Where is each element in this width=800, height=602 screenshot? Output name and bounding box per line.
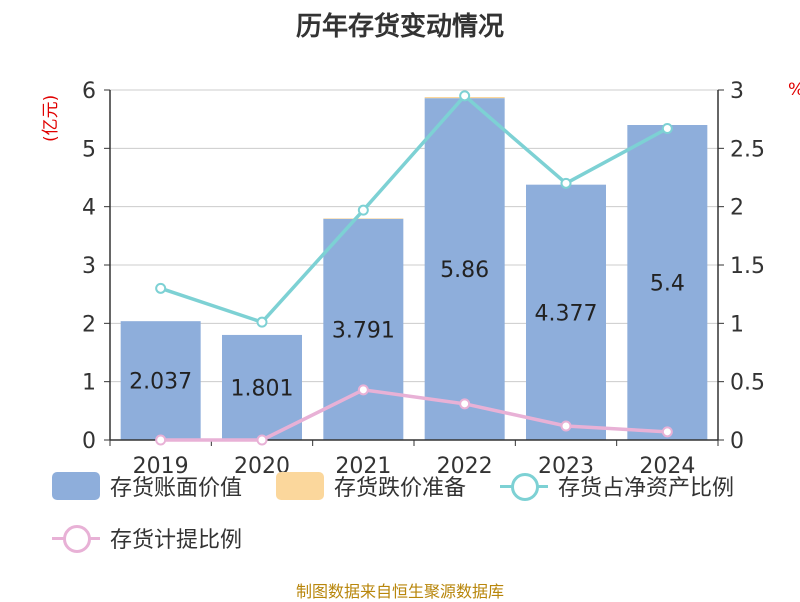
legend-item-net-asset-ratio[interactable]: 存货占净资产比例 bbox=[500, 470, 734, 502]
legend-item-impairment[interactable]: 存货跌价准备 bbox=[276, 470, 466, 502]
left-axis-tick-label: 1 bbox=[82, 371, 96, 396]
bar-value-label: 2.037 bbox=[129, 370, 192, 395]
point-provision-ratio bbox=[155, 434, 167, 446]
chart-title: 历年存货变动情况 bbox=[295, 12, 504, 42]
bar-value-label: 4.377 bbox=[535, 301, 598, 326]
bar-book-value bbox=[424, 98, 505, 441]
bar-value-label: 1.801 bbox=[231, 376, 294, 401]
left-axis-tick-label: 3 bbox=[82, 254, 96, 279]
point-net-asset-ratio bbox=[661, 123, 673, 134]
bar-value-label: 3.791 bbox=[332, 318, 395, 343]
legend-item-book-value[interactable]: 存货账面价值 bbox=[52, 470, 242, 502]
bar-book-value bbox=[120, 321, 201, 440]
bar-value-label: 5.4 bbox=[650, 272, 685, 297]
bar-book-value bbox=[222, 334, 302, 440]
point-provision-ratio bbox=[661, 426, 673, 438]
bar-value-label: 5.86 bbox=[440, 258, 489, 283]
right-axis-tick-label: 2 bbox=[730, 196, 744, 221]
point-provision-ratio bbox=[256, 434, 268, 446]
left-axis-tick-label: 6 bbox=[82, 79, 96, 104]
point-net-asset-ratio bbox=[155, 282, 167, 294]
data-source-note: 制图数据来自恒生聚源数据库 bbox=[295, 582, 504, 601]
point-net-asset-ratio bbox=[357, 204, 369, 216]
point-provision-ratio bbox=[357, 384, 369, 396]
x-axis-tick-label: 2021 bbox=[335, 454, 391, 479]
right-axis-tick-label: 3 bbox=[730, 79, 744, 104]
legend-item-provision-ratio[interactable]: 存货计提比例 bbox=[52, 522, 242, 554]
legend-label-impairment: 存货跌价准备 bbox=[334, 476, 467, 501]
line-provision-ratio bbox=[160, 388, 668, 442]
left-axis-tick-label: 0 bbox=[82, 429, 96, 454]
point-net-asset-ratio bbox=[459, 90, 471, 102]
right-axis-tick-label: 0.5 bbox=[730, 371, 765, 396]
bar-book-value bbox=[627, 125, 708, 440]
point-provision-ratio bbox=[459, 398, 471, 410]
right-axis-tick-label: 1.5 bbox=[730, 254, 765, 279]
legend-swatch-book-value bbox=[52, 472, 100, 500]
x-axis-tick-label: 2023 bbox=[538, 454, 594, 479]
point-net-asset-ratio bbox=[256, 316, 268, 328]
right-axis-tick-label: 0 bbox=[730, 429, 744, 454]
x-axis-tick-label: 2022 bbox=[437, 454, 493, 479]
legend-label-net-asset-ratio: 存货占净资产比例 bbox=[558, 476, 735, 501]
point-net-asset-ratio bbox=[560, 177, 572, 189]
right-axis-tick-label: 1 bbox=[730, 312, 744, 337]
left-axis-tick-label: 4 bbox=[82, 196, 96, 221]
legend: 存货账面价值 存货跌价准备 存货占净资产比例 存货计提比例 bbox=[0, 470, 800, 570]
right-axis-unit: % bbox=[788, 80, 800, 100]
bar-book-value bbox=[526, 184, 606, 440]
right-axis-tick-label: 2.5 bbox=[730, 137, 765, 162]
legend-label-provision-ratio: 存货计提比例 bbox=[110, 528, 243, 553]
x-axis-tick-label: 2024 bbox=[639, 454, 695, 479]
legend-marker-net-asset-ratio bbox=[500, 472, 548, 501]
bar-impairment bbox=[323, 218, 404, 219]
point-provision-ratio bbox=[560, 420, 572, 432]
line-net-asset-ratio bbox=[160, 94, 669, 324]
legend-swatch-impairment bbox=[276, 472, 324, 500]
left-axis-tick-label: 2 bbox=[82, 312, 96, 337]
x-axis-tick-label: 2019 bbox=[133, 454, 189, 479]
left-axis-tick-label: 5 bbox=[82, 137, 96, 162]
legend-marker-provision-ratio bbox=[52, 524, 100, 553]
chart-canvas: 012345600.511.522.532.03720191.80120203.… bbox=[82, 79, 765, 479]
legend-label-book-value: 存货账面价值 bbox=[110, 476, 243, 501]
